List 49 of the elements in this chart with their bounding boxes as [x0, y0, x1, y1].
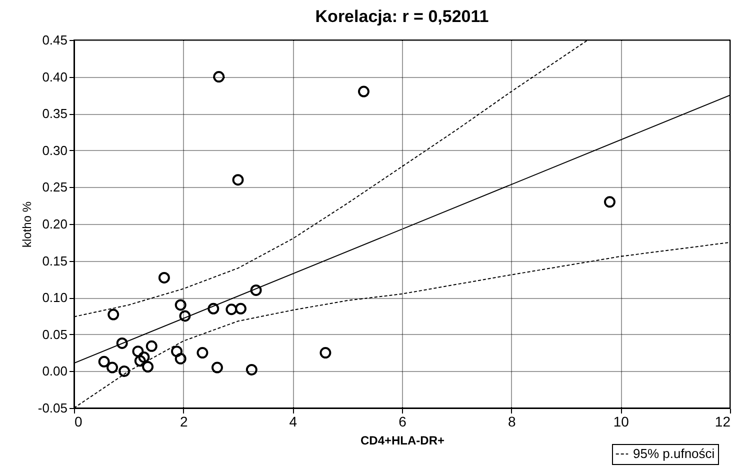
y-tick-label: 0.15: [42, 253, 68, 268]
point: [211, 362, 223, 374]
point: [171, 346, 183, 358]
point: [234, 302, 246, 314]
point: [232, 174, 244, 186]
point: [604, 196, 616, 208]
y-tick-label: 0.30: [42, 142, 68, 158]
x-axis-title: CD4+HLA-DR+: [360, 434, 445, 448]
x-tick-label: 8: [508, 414, 516, 430]
x-tick-label: 12: [714, 414, 731, 430]
y-tick-label: 0.10: [42, 290, 68, 306]
y-tick-label: 0.25: [42, 180, 68, 195]
point: [116, 338, 128, 349]
x-tick-label: 0: [74, 414, 82, 430]
y-tick-label: 0.00: [42, 364, 68, 379]
point: [250, 284, 262, 296]
y-tick-label: 0.45: [42, 32, 68, 48]
point: [208, 302, 220, 314]
point: [98, 356, 110, 368]
point: [158, 272, 170, 284]
x-tick-label: 2: [180, 414, 188, 430]
point: [196, 347, 208, 359]
point: [134, 355, 146, 367]
y-tick-label: 0.35: [42, 106, 68, 122]
point: [118, 365, 130, 377]
chart-title: Korelacja: r = 0,52011: [315, 7, 489, 26]
y-tick-label: 0.20: [42, 216, 68, 232]
legend-label: 95% p.ufności: [633, 446, 715, 461]
y-axis-title: klotho %: [20, 201, 34, 248]
point: [358, 86, 370, 98]
point: [226, 304, 238, 316]
point: [174, 299, 186, 311]
point: [213, 71, 225, 83]
y-tick-label: -0.05: [38, 400, 68, 416]
point: [146, 340, 158, 352]
point: [132, 346, 144, 358]
x-tick-label: 6: [398, 414, 407, 430]
point: [106, 362, 118, 374]
y-tick-label: 0.05: [42, 326, 68, 342]
point: [174, 352, 186, 364]
point: [138, 351, 150, 363]
y-tick-label: 0.40: [42, 69, 68, 84]
point: [320, 347, 332, 359]
point: [179, 310, 191, 322]
point: [142, 361, 154, 373]
x-tick-label: 4: [289, 414, 298, 430]
point: [108, 308, 120, 320]
x-tick-label: 10: [613, 414, 630, 430]
point: [246, 364, 258, 376]
